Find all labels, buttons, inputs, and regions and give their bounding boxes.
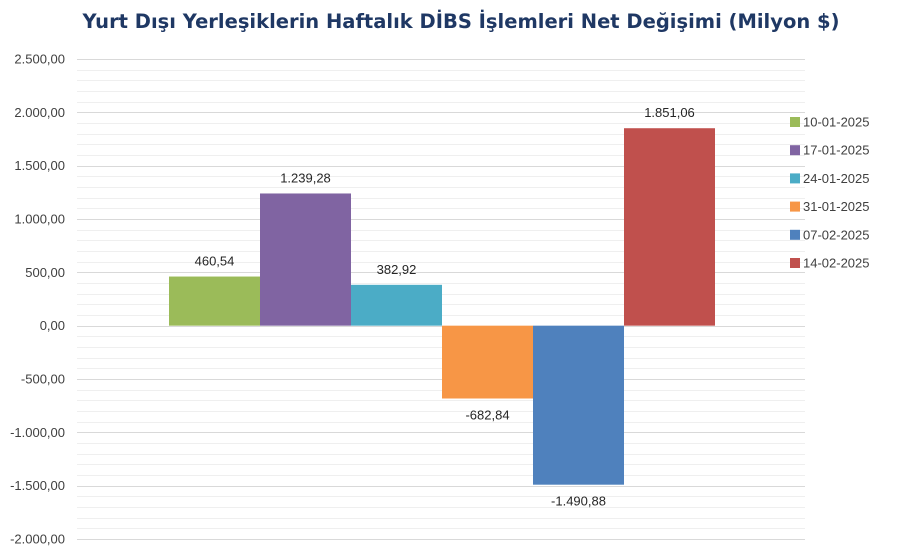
bar-14-02-2025 — [624, 128, 715, 326]
y-axis: 2.500,00 2.000,00 1.500,00 1.000,00 500,00 0,… — [10, 52, 65, 547]
y-tick-label: 1.500,00 — [14, 158, 65, 173]
data-label: 1.239,28 — [280, 170, 331, 185]
legend-swatch — [790, 229, 800, 240]
bars — [169, 128, 715, 485]
data-label: 460,54 — [195, 254, 235, 269]
legend-label: 31-01-2025 — [803, 199, 870, 214]
data-label: 1.851,06 — [644, 105, 695, 120]
legend: 10-01-2025 17-01-2025 24-01-2025 31-01-2025… — [790, 115, 870, 271]
bar-17-01-2025 — [260, 193, 351, 326]
legend-label: 14-02-2025 — [803, 256, 870, 271]
legend-label: 07-02-2025 — [803, 227, 870, 242]
y-tick-label: -500,00 — [21, 372, 65, 387]
legend-label: 10-01-2025 — [803, 115, 870, 130]
y-tick-label: -1.000,00 — [10, 425, 65, 440]
legend-swatch — [790, 117, 800, 127]
y-tick-label: 2.500,00 — [14, 52, 65, 67]
bar-31-01-2025 — [442, 325, 533, 399]
legend-label: 17-01-2025 — [803, 143, 870, 158]
y-tick-label: 2.000,00 — [14, 105, 65, 120]
y-tick-label: -1.500,00 — [10, 478, 65, 493]
y-tick-label: 0,00 — [40, 318, 65, 333]
chart-title: Yurt Dışı Yerleşiklerin Haftalık DİBS İş… — [82, 10, 840, 33]
legend-swatch — [790, 173, 800, 184]
data-label: -682,84 — [465, 408, 509, 423]
data-label: -1.490,88 — [551, 494, 606, 509]
y-tick-label: 500,00 — [25, 265, 65, 280]
data-labels: 460,54 1.239,28 382,92 -682,84 -1.490,88 1.85… — [195, 105, 695, 508]
legend-swatch — [790, 201, 800, 212]
y-tick-label: -2.000,00 — [10, 532, 65, 547]
bar-07-02-2025 — [533, 325, 624, 485]
bar-24-01-2025 — [351, 284, 442, 326]
legend-swatch — [790, 145, 800, 156]
legend-label: 24-01-2025 — [803, 171, 870, 186]
y-tick-label: 1.000,00 — [14, 212, 65, 227]
bar-10-01-2025 — [169, 276, 260, 326]
legend-swatch — [790, 258, 800, 268]
data-label: 382,92 — [377, 262, 417, 277]
